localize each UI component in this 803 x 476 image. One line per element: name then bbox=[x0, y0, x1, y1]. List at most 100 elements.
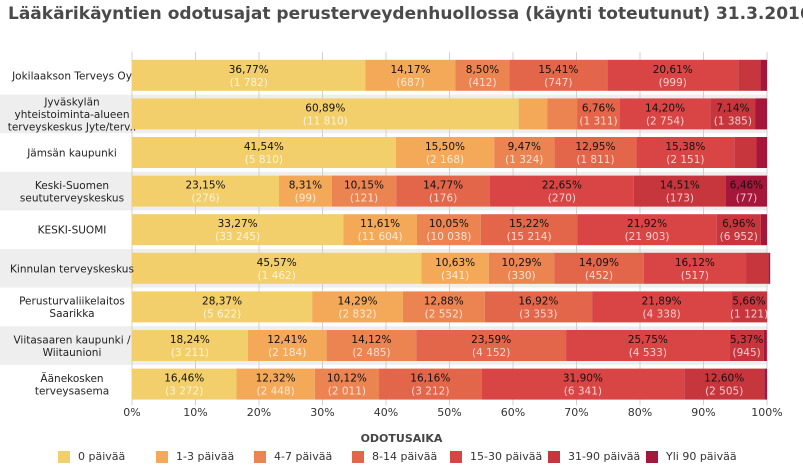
category-label: Keski-Suomen seututerveyskeskus bbox=[20, 180, 124, 205]
data-label-percent: 14,12% bbox=[351, 334, 391, 346]
data-label-count: (4 338) bbox=[642, 308, 680, 320]
bar-segment bbox=[636, 137, 735, 168]
bar-segment bbox=[314, 368, 380, 400]
category-label-line: terveysasema bbox=[35, 385, 109, 397]
bar-segment bbox=[488, 252, 555, 284]
category-label-line: Jokilaakson Terveys Oy bbox=[11, 70, 132, 82]
legend-label: 4-7 päivää bbox=[274, 450, 333, 463]
x-tick-label: 40% bbox=[374, 406, 398, 419]
bar-segment bbox=[416, 214, 481, 246]
category-label-line: Keski-Suomen bbox=[35, 180, 109, 192]
data-label-count: (3 353) bbox=[519, 308, 557, 320]
data-label-count: (276) bbox=[191, 193, 219, 205]
legend-swatch bbox=[254, 450, 266, 463]
bar-segment bbox=[729, 330, 764, 361]
bar-segment bbox=[518, 98, 548, 130]
legend-label: 31-90 päivää bbox=[568, 450, 641, 463]
bar-segment bbox=[395, 137, 495, 168]
category-label-line: Jämsän kaupunki bbox=[26, 148, 117, 160]
data-label-percent: 21,92% bbox=[627, 218, 667, 230]
data-label-count: (1 811) bbox=[576, 154, 614, 166]
bar-segment bbox=[710, 98, 756, 130]
data-label-percent: 6,46% bbox=[730, 180, 763, 192]
category-label-line: Kinnulan terveyskeskus bbox=[10, 263, 134, 275]
data-label-percent: 16,46% bbox=[164, 373, 204, 385]
category-label-line: Wiitaunioni bbox=[43, 347, 102, 359]
data-label-count: (77) bbox=[736, 193, 758, 205]
data-label-percent: 31,90% bbox=[563, 373, 603, 385]
bar-segment bbox=[577, 214, 717, 246]
legend-label: 15-30 päivää bbox=[470, 450, 543, 463]
bar-segment bbox=[416, 330, 567, 361]
bar-segment bbox=[132, 368, 237, 400]
data-label-percent: 12,95% bbox=[575, 141, 615, 153]
data-label-percent: 23,59% bbox=[471, 334, 511, 346]
data-label-percent: 14,09% bbox=[579, 257, 619, 269]
data-label-percent: 14,29% bbox=[337, 295, 377, 307]
data-label-percent: 33,27% bbox=[218, 218, 258, 230]
bar-segment bbox=[494, 137, 555, 168]
category-label: Viitasaaren kaupunki / Wiitaunioni bbox=[13, 334, 131, 359]
bar-segment bbox=[756, 137, 767, 168]
data-labels: 36,77%(1 782) 14,17%(687) 8,50%(412) 15,41%… bbox=[164, 64, 768, 398]
legend-label: Yli 90 päivää bbox=[666, 450, 737, 463]
data-label-percent: 10,15% bbox=[344, 180, 384, 192]
bar-segment bbox=[566, 330, 730, 361]
bar-segment bbox=[755, 98, 767, 130]
category-label-line: Saarikka bbox=[49, 308, 94, 320]
data-label-count: (1 462) bbox=[258, 270, 296, 282]
data-label-count: (10 038) bbox=[426, 231, 471, 243]
legend-swatch bbox=[548, 450, 560, 463]
data-label-count: (5 622) bbox=[203, 308, 241, 320]
data-label-count: (2 151) bbox=[666, 154, 704, 166]
data-label-count: (270) bbox=[548, 193, 576, 205]
legend-label: 0 päivää bbox=[78, 450, 126, 463]
data-label-percent: 25,75% bbox=[628, 334, 668, 346]
data-label-count: (99) bbox=[295, 193, 317, 205]
data-label-percent: 7,14% bbox=[716, 102, 749, 114]
data-label-percent: 14,51% bbox=[660, 180, 700, 192]
data-label-count: (452) bbox=[585, 270, 613, 282]
data-label-count: (341) bbox=[441, 270, 469, 282]
data-label-count: (1 385) bbox=[714, 115, 752, 127]
data-label-percent: 16,12% bbox=[675, 257, 715, 269]
data-label-percent: 5,66% bbox=[732, 295, 765, 307]
data-label-count: (2 552) bbox=[425, 308, 463, 320]
legend-swatch bbox=[450, 450, 462, 463]
bar-segment bbox=[554, 252, 644, 284]
legend: 0 päivää 1-3 päivää 4-7 päivää 8-14 päivää 1… bbox=[58, 450, 744, 463]
category-label-line: yhteistoiminta-alueen bbox=[14, 109, 129, 121]
bar-segment bbox=[684, 368, 765, 400]
data-label-count: (999) bbox=[659, 77, 687, 89]
category-label-line: KESKI-SUOMI bbox=[38, 225, 107, 237]
data-label-count: (1 121) bbox=[730, 308, 768, 320]
data-label-percent: 8,31% bbox=[289, 180, 322, 192]
legend-swatch bbox=[58, 450, 70, 463]
bar-segment bbox=[763, 330, 767, 361]
data-label-count: (11 604) bbox=[358, 231, 403, 243]
legend-item: 1-3 päivää bbox=[156, 450, 254, 463]
data-label-count: (3 272) bbox=[165, 386, 203, 398]
x-tick-label: 80% bbox=[628, 406, 652, 419]
x-tick-label: 10% bbox=[183, 406, 207, 419]
data-label-percent: 23,15% bbox=[185, 180, 225, 192]
x-tick-label: 0% bbox=[123, 406, 140, 419]
data-label-percent: 12,41% bbox=[267, 334, 307, 346]
data-label-percent: 16,16% bbox=[410, 373, 450, 385]
data-label-percent: 10,63% bbox=[435, 257, 475, 269]
data-label-percent: 12,32% bbox=[256, 373, 296, 385]
data-label-count: (1 311) bbox=[579, 115, 617, 127]
legend-item: 15-30 päivää bbox=[450, 450, 548, 463]
bar-segment bbox=[643, 252, 747, 284]
data-label-count: (687) bbox=[396, 77, 424, 89]
bar-segment bbox=[577, 98, 620, 130]
bar-segment bbox=[738, 59, 761, 91]
data-label-count: (4 533) bbox=[629, 347, 667, 359]
data-label-percent: 10,12% bbox=[327, 373, 367, 385]
data-label-percent: 5,37% bbox=[730, 334, 763, 346]
category-label-line: Jyväskylän bbox=[43, 96, 99, 108]
data-label-count: (330) bbox=[507, 270, 535, 282]
data-label-count: (2 184) bbox=[268, 347, 306, 359]
bar-segment bbox=[247, 330, 327, 361]
